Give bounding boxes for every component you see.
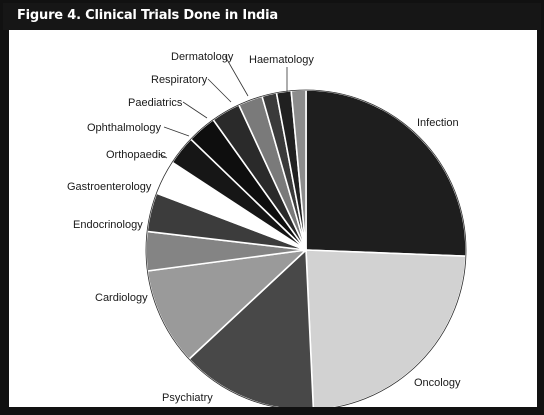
plot-area: Infection Oncology Psychiatry Cardiology End… xyxy=(9,30,537,407)
title-bar: Figure 4. Clinical Trials Done in India xyxy=(3,3,541,30)
leader-line-ophthalmology xyxy=(163,126,190,137)
leader-line-orthopaedic xyxy=(158,153,168,159)
slice-label-respiratory: Respiratory xyxy=(151,74,208,86)
slice-label-ophthalmology: Ophthalmology xyxy=(87,122,161,134)
slice-label-endocrinology: Endocrinology xyxy=(73,219,143,231)
figure-title: Figure 4. Clinical Trials Done in India xyxy=(17,8,278,23)
slice-label-oncology: Oncology xyxy=(414,377,461,389)
slice-label-orthopaedic: Orthopaedic xyxy=(106,149,166,161)
slice-label-gastroenterology: Gastroenterology xyxy=(67,181,152,193)
slice-label-dermatology: Dermatology xyxy=(171,51,234,63)
pie-slice-infection xyxy=(305,89,467,257)
leader-line-dermatology xyxy=(224,55,249,97)
slice-label-cardiology: Cardiology xyxy=(95,292,148,304)
slice-label-paediatrics: Paediatrics xyxy=(128,97,183,109)
slice-label-psychiatry: Psychiatry xyxy=(162,392,213,404)
leader-line-respiratory xyxy=(207,78,232,103)
slice-label-infection: Infection xyxy=(417,117,459,129)
leader-line-paediatrics xyxy=(182,101,208,119)
pie-chart: Infection Oncology Psychiatry Cardiology End… xyxy=(67,51,467,407)
pie-outline xyxy=(145,89,467,407)
slice-label-haematology: Haematology xyxy=(249,54,314,66)
